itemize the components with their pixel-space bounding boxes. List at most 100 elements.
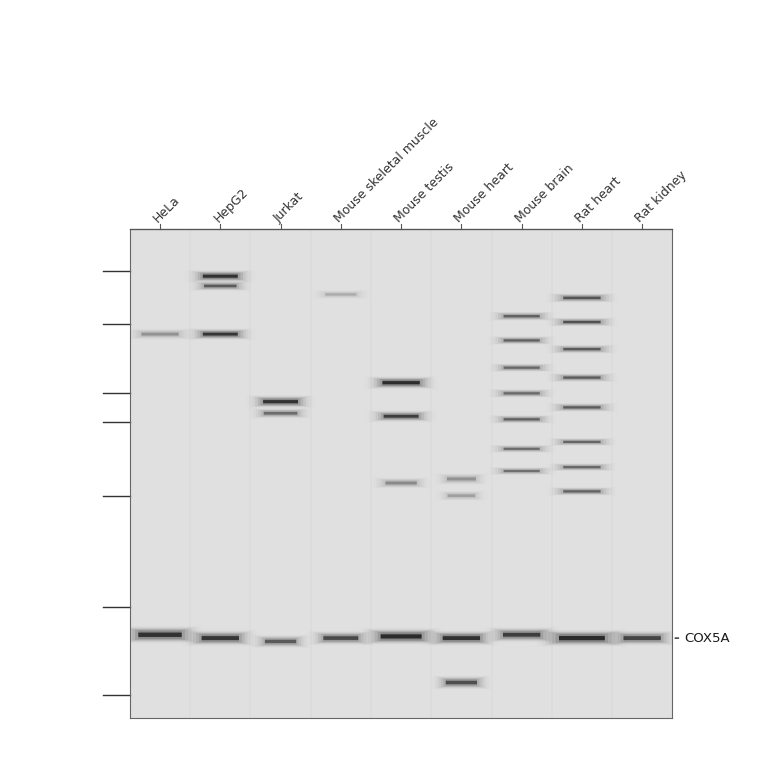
FancyBboxPatch shape bbox=[503, 633, 540, 636]
FancyBboxPatch shape bbox=[437, 633, 486, 643]
FancyBboxPatch shape bbox=[377, 632, 425, 641]
FancyBboxPatch shape bbox=[561, 319, 604, 325]
FancyBboxPatch shape bbox=[138, 630, 182, 639]
FancyBboxPatch shape bbox=[563, 320, 601, 324]
FancyBboxPatch shape bbox=[378, 413, 424, 420]
FancyBboxPatch shape bbox=[558, 374, 606, 380]
FancyBboxPatch shape bbox=[563, 377, 601, 379]
Text: Rat kidney: Rat kidney bbox=[633, 169, 689, 225]
FancyBboxPatch shape bbox=[138, 633, 182, 637]
FancyBboxPatch shape bbox=[559, 634, 605, 642]
FancyBboxPatch shape bbox=[501, 391, 542, 396]
FancyBboxPatch shape bbox=[503, 367, 539, 369]
FancyBboxPatch shape bbox=[384, 415, 419, 418]
FancyBboxPatch shape bbox=[552, 633, 612, 643]
FancyBboxPatch shape bbox=[261, 398, 301, 405]
FancyBboxPatch shape bbox=[503, 314, 539, 319]
FancyBboxPatch shape bbox=[498, 416, 545, 422]
FancyBboxPatch shape bbox=[202, 636, 239, 640]
FancyBboxPatch shape bbox=[561, 375, 604, 380]
FancyBboxPatch shape bbox=[195, 272, 246, 280]
FancyBboxPatch shape bbox=[255, 397, 306, 406]
FancyBboxPatch shape bbox=[447, 476, 476, 482]
FancyBboxPatch shape bbox=[374, 378, 428, 387]
FancyBboxPatch shape bbox=[199, 633, 241, 643]
FancyBboxPatch shape bbox=[204, 285, 237, 287]
FancyBboxPatch shape bbox=[440, 634, 483, 643]
FancyBboxPatch shape bbox=[204, 283, 237, 288]
FancyBboxPatch shape bbox=[193, 632, 248, 644]
FancyBboxPatch shape bbox=[563, 490, 601, 493]
FancyBboxPatch shape bbox=[503, 391, 539, 396]
FancyBboxPatch shape bbox=[503, 315, 539, 317]
FancyBboxPatch shape bbox=[561, 295, 604, 300]
FancyBboxPatch shape bbox=[558, 465, 606, 470]
FancyBboxPatch shape bbox=[559, 636, 605, 640]
FancyBboxPatch shape bbox=[263, 400, 298, 403]
FancyBboxPatch shape bbox=[383, 380, 419, 386]
FancyBboxPatch shape bbox=[384, 413, 419, 419]
Text: Mouse skeletal muscle: Mouse skeletal muscle bbox=[332, 116, 441, 225]
FancyBboxPatch shape bbox=[501, 313, 542, 319]
FancyBboxPatch shape bbox=[558, 488, 606, 494]
FancyBboxPatch shape bbox=[443, 678, 479, 687]
FancyBboxPatch shape bbox=[503, 339, 539, 342]
FancyBboxPatch shape bbox=[503, 417, 539, 422]
Text: HeLa: HeLa bbox=[151, 193, 183, 225]
FancyBboxPatch shape bbox=[503, 469, 539, 473]
FancyBboxPatch shape bbox=[563, 296, 601, 300]
FancyBboxPatch shape bbox=[198, 272, 243, 280]
FancyBboxPatch shape bbox=[549, 632, 615, 644]
FancyBboxPatch shape bbox=[497, 630, 546, 639]
FancyBboxPatch shape bbox=[264, 411, 297, 416]
FancyBboxPatch shape bbox=[141, 332, 179, 337]
FancyBboxPatch shape bbox=[563, 489, 601, 494]
FancyBboxPatch shape bbox=[263, 399, 298, 405]
FancyBboxPatch shape bbox=[501, 417, 542, 422]
FancyBboxPatch shape bbox=[555, 633, 608, 643]
FancyBboxPatch shape bbox=[265, 638, 296, 645]
FancyBboxPatch shape bbox=[261, 410, 300, 416]
FancyBboxPatch shape bbox=[199, 283, 241, 290]
FancyBboxPatch shape bbox=[501, 365, 542, 371]
FancyBboxPatch shape bbox=[503, 631, 540, 639]
FancyBboxPatch shape bbox=[563, 441, 601, 443]
FancyBboxPatch shape bbox=[494, 629, 549, 640]
Text: Mouse heart: Mouse heart bbox=[452, 161, 516, 225]
FancyBboxPatch shape bbox=[377, 379, 426, 387]
FancyBboxPatch shape bbox=[385, 481, 417, 486]
FancyBboxPatch shape bbox=[500, 630, 543, 639]
FancyBboxPatch shape bbox=[498, 313, 545, 319]
FancyBboxPatch shape bbox=[623, 634, 661, 642]
FancyBboxPatch shape bbox=[563, 348, 601, 350]
FancyBboxPatch shape bbox=[561, 405, 604, 410]
FancyBboxPatch shape bbox=[202, 274, 238, 279]
FancyBboxPatch shape bbox=[503, 338, 539, 342]
FancyBboxPatch shape bbox=[202, 332, 238, 337]
FancyBboxPatch shape bbox=[563, 405, 601, 410]
FancyBboxPatch shape bbox=[200, 273, 241, 280]
FancyBboxPatch shape bbox=[135, 630, 185, 639]
FancyBboxPatch shape bbox=[447, 478, 476, 481]
FancyBboxPatch shape bbox=[318, 633, 364, 643]
FancyBboxPatch shape bbox=[498, 338, 545, 343]
FancyBboxPatch shape bbox=[202, 634, 239, 642]
FancyBboxPatch shape bbox=[323, 635, 358, 642]
FancyBboxPatch shape bbox=[503, 366, 539, 370]
FancyBboxPatch shape bbox=[563, 347, 601, 351]
FancyBboxPatch shape bbox=[265, 639, 296, 643]
FancyBboxPatch shape bbox=[558, 295, 606, 301]
FancyBboxPatch shape bbox=[501, 468, 542, 474]
FancyBboxPatch shape bbox=[132, 629, 188, 640]
FancyBboxPatch shape bbox=[558, 404, 606, 410]
FancyBboxPatch shape bbox=[561, 465, 604, 469]
FancyBboxPatch shape bbox=[561, 489, 604, 494]
FancyBboxPatch shape bbox=[623, 636, 661, 640]
FancyBboxPatch shape bbox=[503, 392, 539, 394]
FancyBboxPatch shape bbox=[383, 381, 419, 384]
FancyBboxPatch shape bbox=[380, 633, 422, 640]
Text: Mouse brain: Mouse brain bbox=[513, 162, 576, 225]
FancyBboxPatch shape bbox=[503, 447, 539, 451]
FancyBboxPatch shape bbox=[448, 494, 475, 497]
FancyBboxPatch shape bbox=[503, 448, 539, 450]
